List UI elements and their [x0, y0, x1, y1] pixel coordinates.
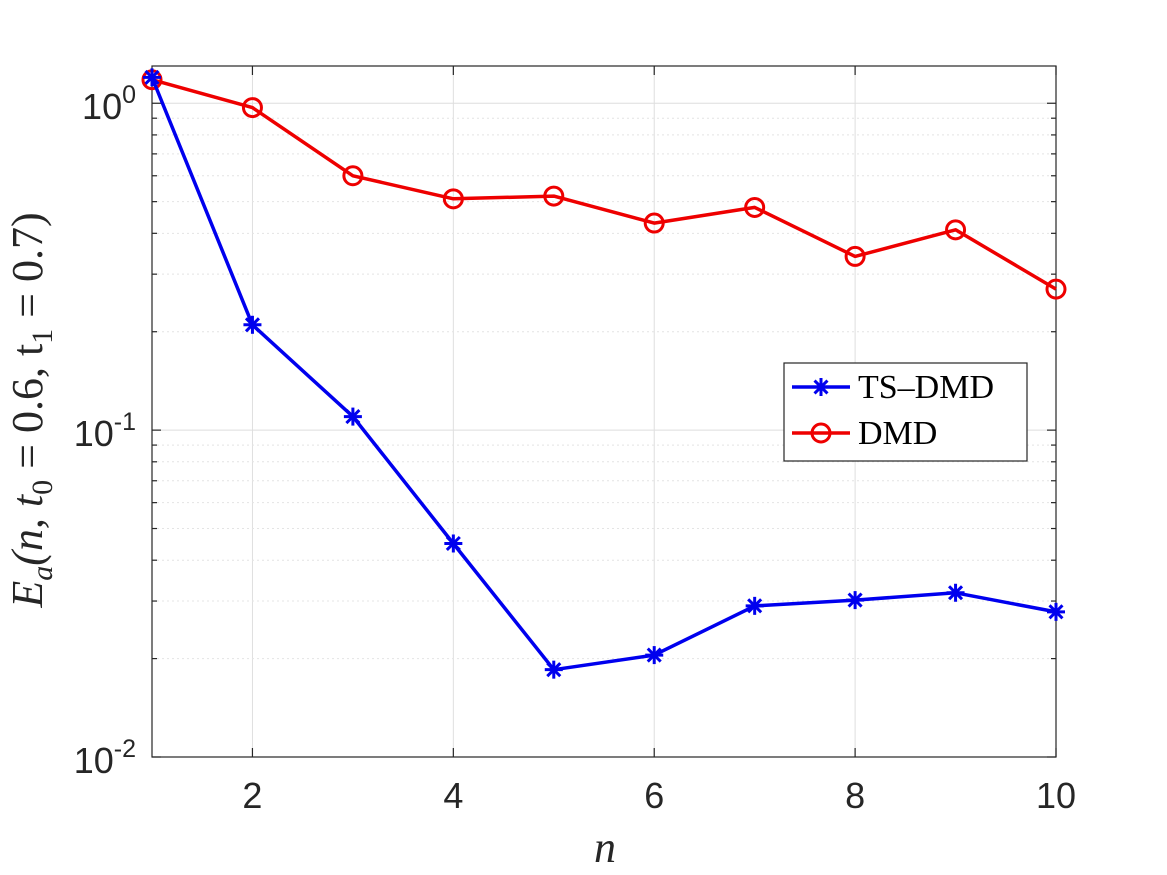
y-tick-label: 10-2 — [74, 735, 136, 781]
axes-box — [151, 65, 1057, 758]
axes — [151, 65, 1057, 758]
legend-marker-ts-dmd — [812, 378, 830, 396]
y-tick-label: 10-1 — [74, 408, 136, 454]
data-point-dmd — [643, 212, 665, 234]
x-tick-label: 6 — [644, 775, 664, 816]
x-tick-label: 2 — [242, 775, 262, 816]
x-tick-label: 4 — [443, 775, 463, 816]
y-tick-label: 100 — [82, 81, 136, 127]
legend-label-ts-dmd: TS–DMD — [858, 369, 994, 406]
legend-label-dmd: DMD — [858, 415, 937, 452]
data-point-dmd — [442, 188, 464, 210]
x-axis-label: n — [594, 823, 616, 872]
data-point-ts-dmd — [444, 534, 463, 553]
data-point-dmd — [945, 219, 967, 241]
data-point-ts-dmd — [243, 315, 262, 334]
data-point-ts-dmd — [846, 591, 865, 610]
data-point-ts-dmd — [645, 646, 664, 665]
data-point-ts-dmd — [143, 68, 161, 87]
data-point-ts-dmd — [745, 596, 764, 615]
data-point-dmd — [744, 196, 766, 218]
legend-marker-symbol — [812, 378, 830, 396]
data-point-ts-dmd — [946, 583, 965, 602]
data-point-dmd — [844, 245, 866, 267]
data-point-ts-dmd — [1047, 602, 1065, 621]
data-point-dmd — [241, 97, 263, 119]
grid-lines — [152, 66, 1057, 758]
x-tick-label: 8 — [845, 775, 865, 816]
y-axis-ticks: 10-2 10-1 100 — [74, 81, 1056, 781]
series-group — [141, 68, 1067, 679]
y-axis-label: Ea(n, t0 = 0.6, t1 = 0.7) — [3, 212, 59, 608]
data-point-dmd — [1045, 278, 1067, 300]
series-line-ts-dmd — [150, 76, 1057, 672]
series-line-dmd — [151, 78, 1057, 291]
data-point-dmd — [342, 165, 364, 187]
x-tick-label: 10 — [1036, 775, 1076, 816]
x-axis-ticks: 2 4 6 8 10 — [242, 66, 1076, 816]
data-point-ts-dmd — [343, 407, 362, 426]
legend-box — [783, 362, 1028, 462]
legend-marker-dmd — [810, 422, 832, 444]
legend: TS–DMD DMD — [783, 362, 1028, 462]
legend-marker-symbol — [810, 422, 832, 444]
data-point-dmd — [543, 185, 565, 207]
data-point-ts-dmd — [544, 660, 563, 679]
